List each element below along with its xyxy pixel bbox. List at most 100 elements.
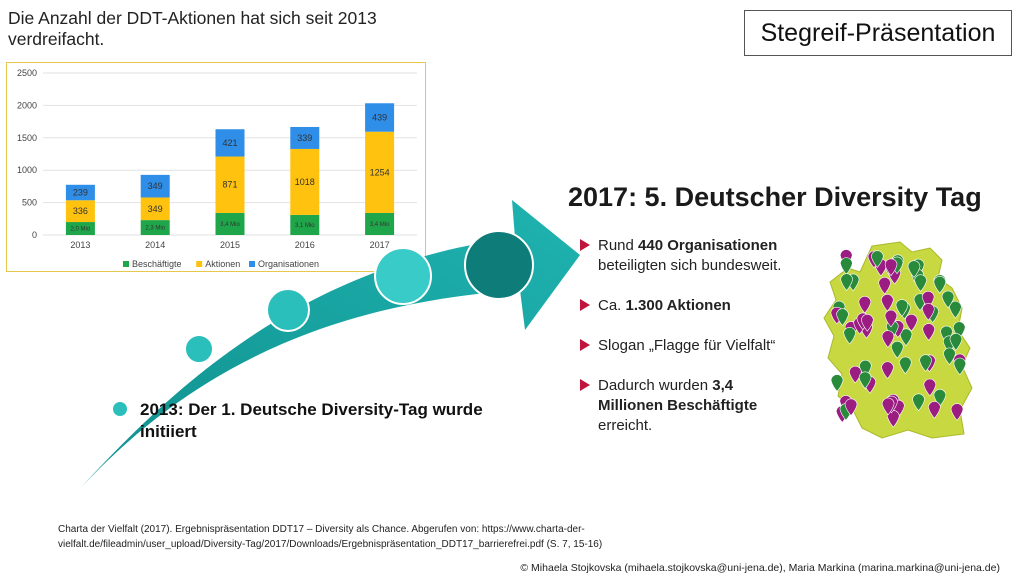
map-pin-icon xyxy=(953,357,967,376)
map-pin-icon xyxy=(905,313,918,332)
x-tick-label: 2016 xyxy=(295,240,315,250)
map-pin-icon xyxy=(843,326,856,345)
ddt-2017-title: 2017: 5. Deutscher Diversity Tag xyxy=(568,182,982,212)
data-label: 1254 xyxy=(370,167,390,177)
bullet-emphasis: 440 Organisationen xyxy=(638,237,778,254)
bullet-text: Ca. 1.300 Aktionen xyxy=(598,296,810,316)
map-pin-icon xyxy=(844,398,858,417)
data-label: 421 xyxy=(222,138,237,148)
bullet-text: Rund 440 Organisationen beteiligten sich… xyxy=(598,236,810,276)
map-pin-group xyxy=(830,249,967,428)
map-pin-icon xyxy=(950,403,964,421)
data-label: 336 xyxy=(73,206,88,216)
y-tick-label: 2000 xyxy=(17,100,37,110)
data-label: 871 xyxy=(222,180,237,190)
caption-2013-first-diversity-day: 2013: Der 1. Deutsche Diversity-Tag wurd… xyxy=(140,400,483,441)
map-pin-icon xyxy=(840,273,853,292)
map-pin-icon xyxy=(912,393,925,412)
map-pin-icon xyxy=(907,260,921,278)
map-pin-icon xyxy=(941,290,955,309)
map-pin-icon xyxy=(923,378,937,397)
bar-segment xyxy=(140,174,170,198)
y-tick-label: 1500 xyxy=(17,133,37,143)
map-pin-icon xyxy=(881,397,895,416)
x-tick-label: 2014 xyxy=(145,240,165,250)
bullet-triangle-icon xyxy=(580,339,590,351)
data-label: 3,4 Mio xyxy=(220,222,240,228)
bar-segment xyxy=(290,148,320,215)
map-pin-icon xyxy=(943,347,956,366)
map-pin-icon xyxy=(899,356,912,375)
source-citation: Charta der Vielfalt (2017). Ergebnispräs… xyxy=(58,524,603,550)
germany-map-icon xyxy=(823,241,973,439)
data-label: 239 xyxy=(73,188,88,198)
author-footer: © Mihaela Stojkovska (mihaela.stojkovska… xyxy=(520,562,1000,574)
bullet-fragment: Ca. xyxy=(598,297,626,314)
bullet-actions: Ca. 1.300 Aktionen xyxy=(580,296,810,316)
bullet-fragment: erreicht. xyxy=(598,417,653,434)
stacked-bar-chart-frame: 0 500 1000 1500 2000 2500 2,0 Mio 336 239 2013 2,3… xyxy=(6,62,426,272)
stacked-bar-chart: 0 500 1000 1500 2000 2500 2,0 Mio 336 239 2013 2,3… xyxy=(17,68,417,269)
bar-segment xyxy=(290,126,320,149)
bullet-fragment: Slogan „Flagge für Vielfalt“ xyxy=(598,337,776,354)
map-pin-icon xyxy=(840,257,853,275)
map-pin-icon xyxy=(891,341,904,359)
map-pin-icon xyxy=(928,401,941,419)
map-pin-icon xyxy=(933,276,947,294)
map-pin-icon xyxy=(884,258,898,277)
legend-entry: Aktionen xyxy=(205,259,240,269)
y-tick-label: 500 xyxy=(22,198,37,208)
legend-entry: Organisationen xyxy=(258,259,319,269)
map-pin-icon xyxy=(878,276,891,295)
legend-entry: Beschäftigte xyxy=(132,259,182,269)
timeline-dot-2016 xyxy=(374,247,432,305)
map-pin-icon xyxy=(922,323,935,341)
legend-swatch xyxy=(123,261,129,267)
bullet-fragment: Rund xyxy=(598,237,639,254)
bar-segment xyxy=(365,212,395,235)
y-tick-label: 2500 xyxy=(17,68,37,78)
bar-segment xyxy=(365,103,395,132)
bar-segment xyxy=(215,212,245,235)
data-label: 2,3 Mio xyxy=(145,226,165,232)
x-tick-label: 2013 xyxy=(70,240,90,250)
bar-segment xyxy=(65,222,95,235)
map-pin-icon xyxy=(881,330,895,348)
data-label: 1018 xyxy=(295,177,315,187)
data-label: 439 xyxy=(372,112,387,122)
germany-outline xyxy=(823,241,973,439)
timeline-dot-2013 xyxy=(111,400,129,418)
bar-segment xyxy=(65,200,95,223)
y-tick-label: 0 xyxy=(32,230,37,240)
slide-heading: Die Anzahl der DDT-Aktionen hat sich sei… xyxy=(8,8,377,49)
timeline-dot-2014 xyxy=(184,334,214,364)
bar-segment xyxy=(140,220,170,235)
curved-arrow-shape xyxy=(74,200,580,495)
bullet-emphasis: 3,4 Millionen Beschäftigte xyxy=(598,377,758,414)
data-label: 349 xyxy=(148,204,163,214)
bullet-text: Slogan „Flagge für Vielfalt“ xyxy=(598,336,810,356)
bullet-employees: Dadurch wurden 3,4 Millionen Beschäftigt… xyxy=(580,376,795,436)
bullet-fragment: beteiligten sich bundesweit. xyxy=(598,257,782,274)
bullet-organisations: Rund 440 Organisationen beteiligten sich… xyxy=(580,236,810,276)
map-pin-icon xyxy=(830,374,844,392)
data-label: 3,1 Mio xyxy=(295,223,315,229)
map-pin-icon xyxy=(871,250,884,268)
legend-swatch xyxy=(249,261,255,267)
bullet-text: Dadurch wurden 3,4 Millionen Beschäftigt… xyxy=(598,376,795,436)
map-pin-icon xyxy=(881,361,894,380)
y-tick-label: 1000 xyxy=(17,165,37,175)
map-pin-icon xyxy=(949,333,963,351)
data-label: 349 xyxy=(148,181,163,191)
map-pin-icon xyxy=(861,314,874,332)
data-label: 2,0 Mio xyxy=(71,227,91,233)
timeline-dot-2015 xyxy=(266,288,310,332)
map-pin-icon xyxy=(922,303,935,321)
bullet-emphasis: 1.300 Aktionen xyxy=(625,297,731,314)
bullet-fragment: Dadurch wurden xyxy=(598,377,713,394)
bullet-triangle-icon xyxy=(580,239,590,251)
map-pin-icon xyxy=(899,328,913,347)
legend-swatch xyxy=(196,261,203,267)
bar-segment xyxy=(290,214,320,235)
map-pin-icon xyxy=(914,274,927,292)
